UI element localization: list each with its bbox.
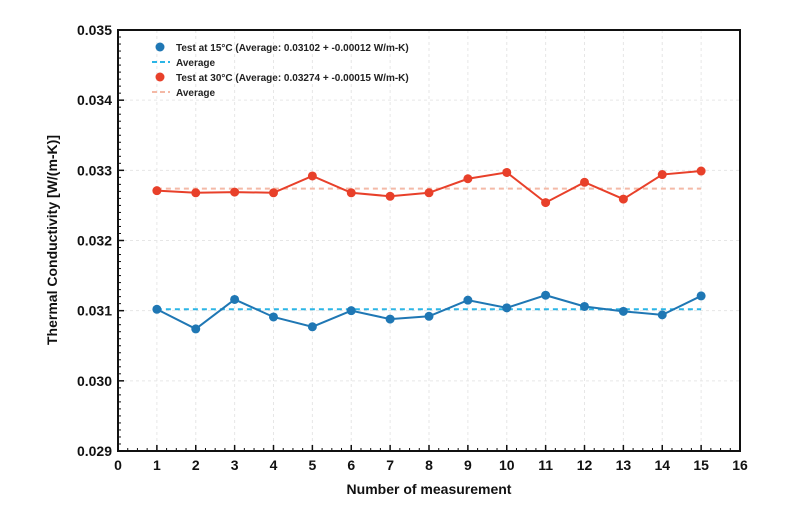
series-1-point [502, 303, 512, 313]
series-2-point [502, 167, 512, 177]
series-1-point [346, 306, 356, 316]
series-2-point [657, 170, 667, 180]
series-1-point [696, 291, 706, 301]
series-2-point [269, 188, 278, 198]
series-1-point [191, 324, 201, 334]
series-2-point [346, 188, 356, 198]
y-tick-label: 0.035 [77, 22, 112, 38]
legend: Test at 15°C (Average: 0.03102 + -0.0001… [152, 42, 409, 99]
x-tick-label: 14 [654, 457, 670, 473]
x-tick-label: 16 [732, 457, 748, 473]
series-2-point [152, 186, 162, 196]
series-2-point [191, 188, 201, 198]
x-tick-label: 5 [308, 457, 316, 473]
series-2 [152, 166, 706, 208]
legend-average-label-2: Average [176, 88, 216, 99]
legend-label-series-1: Test at 15°C (Average: 0.03102 + -0.0001… [176, 43, 409, 54]
legend-average-label-1: Average [176, 58, 216, 69]
series-1 [152, 290, 706, 334]
legend-marker-series-1 [155, 42, 165, 52]
x-axis-title: Number of measurement [347, 481, 512, 497]
x-tick-label: 10 [499, 457, 515, 473]
series-2-point [696, 166, 706, 176]
y-tick-label: 0.034 [77, 92, 112, 108]
x-tick-label: 6 [347, 457, 355, 473]
y-axis-title: Thermal Conductivity [W/(m-K)] [44, 135, 60, 345]
x-tick-label: 12 [577, 457, 593, 473]
x-tick-label: 0 [114, 457, 122, 473]
x-tick-label: 8 [425, 457, 433, 473]
series-1-point [618, 306, 628, 316]
series-2-point [541, 198, 551, 208]
x-tick-label: 7 [386, 457, 394, 473]
x-tick-label: 2 [192, 457, 200, 473]
legend-marker-series-2 [155, 72, 165, 82]
x-tick-label: 11 [538, 457, 553, 473]
series-layer [152, 166, 706, 334]
series-1-point [463, 295, 473, 305]
y-tick-label: 0.029 [77, 443, 112, 459]
series-1-point [269, 312, 278, 322]
series-2-point [230, 187, 240, 197]
y-tick-label: 0.030 [77, 373, 112, 389]
series-1-point [152, 304, 162, 314]
axes: 0 1 2 3 4 5 6 7 8 9 10 11 12 13 14 15 160.0290.0300.0310… [77, 22, 748, 473]
series-2-point [580, 177, 589, 187]
series-1-point [657, 310, 667, 320]
series-1-point [580, 301, 589, 311]
series-2-point [463, 174, 473, 184]
x-tick-label: 4 [270, 457, 278, 473]
y-tick-label: 0.032 [77, 233, 112, 249]
series-1-point [230, 294, 240, 304]
series-2-point [618, 194, 628, 204]
series-1-point [424, 311, 434, 321]
series-1-point [541, 290, 551, 300]
legend-label-series-2: Test at 30°C (Average: 0.03274 + -0.0001… [176, 73, 409, 84]
x-tick-label: 1 [153, 457, 161, 473]
series-1-point [385, 314, 395, 324]
series-2-point [307, 171, 317, 181]
y-tick-label: 0.031 [77, 303, 112, 319]
y-tick-label: 0.033 [77, 162, 112, 178]
series-2-point [424, 188, 434, 198]
series-2-point [385, 191, 395, 201]
series-1-point [307, 322, 317, 332]
x-tick-label: 9 [464, 457, 472, 473]
x-tick-label: 13 [616, 457, 632, 473]
x-tick-label: 3 [231, 457, 239, 473]
x-tick-label: 15 [693, 457, 709, 473]
